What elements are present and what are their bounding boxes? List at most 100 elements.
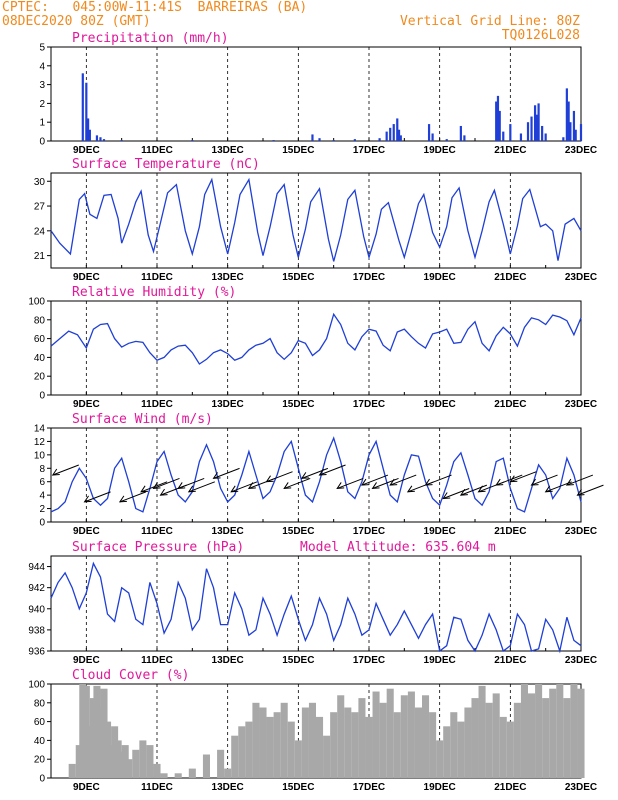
cloud-bar	[464, 707, 472, 778]
y-tick-label: 0	[39, 391, 45, 402]
wind-arrow-head	[159, 488, 168, 496]
precip-bar	[396, 118, 399, 141]
cloud-bar	[443, 726, 451, 778]
wind-arrow-head	[360, 478, 369, 486]
x-tick-label: 21DEC	[494, 526, 526, 537]
cloud-bar	[280, 702, 288, 778]
precip-title: Precipitation (mm/h)	[72, 31, 229, 46]
y-tick-label: 4	[39, 491, 45, 502]
wind-arrow-head	[336, 482, 345, 489]
precip-bar	[533, 105, 537, 141]
x-tick-label: 15DEC	[282, 526, 314, 537]
precip-bar	[498, 110, 501, 141]
x-tick-label: 19DEC	[424, 655, 456, 666]
cloud-bar	[301, 707, 309, 778]
wind-arrow	[119, 491, 147, 503]
y-tick-label: 27	[34, 202, 46, 213]
cloud-bar	[485, 702, 493, 778]
x-tick-label: 21DEC	[494, 272, 526, 283]
x-tick-label: 11DEC	[141, 145, 173, 156]
wind-arrow	[319, 464, 346, 476]
cloud-bar	[400, 695, 408, 778]
precip-bar	[120, 140, 123, 141]
cloud-bar	[259, 707, 267, 778]
cloud-bar	[351, 712, 359, 778]
x-tick-label: 11DEC	[141, 526, 173, 537]
wind-arrow-head	[442, 492, 451, 500]
precip-bar	[502, 131, 505, 141]
wind-arrow	[425, 474, 452, 486]
wind-arrow	[188, 481, 215, 493]
precip-bar	[537, 103, 540, 141]
cloud-bar	[393, 712, 401, 778]
wind-arrow	[372, 477, 399, 489]
plot-frame	[50, 555, 582, 652]
precip-bar	[81, 73, 84, 141]
precip-bar	[353, 139, 356, 141]
wind-arrow	[566, 474, 594, 486]
y-tick-label: 40	[34, 736, 46, 747]
cloud-bar	[407, 691, 415, 778]
wind-arrow	[577, 484, 604, 496]
wind-arrow-head	[118, 495, 127, 503]
y-tick-label: 938	[28, 625, 45, 636]
y-tick-label: 80	[34, 698, 46, 709]
precip-bar	[272, 140, 275, 141]
temp-title: Surface Temperature (nC)	[72, 157, 260, 172]
wind-arrow-head	[140, 485, 149, 493]
cloud-bar	[528, 693, 536, 778]
wind-arrow	[84, 491, 111, 503]
y-tick-label: 20	[34, 755, 46, 766]
wind-arrow-head	[389, 478, 398, 486]
x-tick-label: 11DEC	[141, 782, 173, 793]
cloud-bar	[160, 773, 168, 778]
precip-bar	[572, 110, 576, 141]
wind-arrow	[284, 477, 311, 489]
cloud-bar	[188, 768, 196, 778]
wind-arrow-head	[459, 488, 468, 496]
precip-bar	[427, 124, 431, 141]
x-tick-label: 19DEC	[424, 526, 456, 537]
y-tick-label: 40	[34, 353, 46, 364]
y-tick-label: 24	[34, 226, 46, 237]
wind-arrow-head	[51, 468, 60, 476]
wind-arrow-head	[318, 468, 327, 476]
y-tick-label: 30	[34, 177, 46, 188]
x-tick-label: 19DEC	[424, 145, 456, 156]
x-tick-label: 23DEC	[565, 272, 597, 283]
x-tick-label: 11DEC	[141, 399, 173, 410]
precip-bar	[519, 133, 523, 141]
y-tick-label: 0	[39, 137, 45, 148]
model-altitude: Model Altitude: 635.604 m	[300, 540, 496, 555]
cloud-bar	[75, 745, 83, 778]
x-tick-label: 9DEC	[73, 526, 100, 537]
precip-bar	[579, 124, 583, 141]
precip-bar	[389, 127, 392, 141]
cloud-bar	[337, 695, 345, 778]
x-tick-label: 23DEC	[565, 655, 597, 666]
cloud-bar	[231, 735, 239, 778]
y-tick-label: 6	[39, 477, 45, 488]
x-tick-label: 23DEC	[565, 526, 597, 537]
precip-bar	[526, 122, 530, 141]
cloud-bar	[132, 749, 140, 778]
x-tick-label: 19DEC	[424, 399, 456, 410]
cloud-bar	[478, 685, 486, 778]
x-tick-label: 23DEC	[565, 145, 597, 156]
cloud-bar	[252, 702, 260, 778]
cloud-bar	[139, 740, 147, 778]
y-tick-label: 936	[28, 647, 45, 658]
y-tick-label: 0	[39, 518, 45, 529]
cloud-bar	[556, 684, 564, 778]
cloud-bar	[323, 735, 331, 778]
header-code: TQ0126L028	[502, 28, 580, 43]
wind-arrow	[178, 477, 205, 489]
wind-arrow	[510, 471, 537, 483]
precip-bar	[378, 138, 381, 141]
wind-arrow-head	[177, 482, 186, 489]
cloud-bar	[535, 684, 543, 778]
wind-arrow-head	[300, 472, 309, 479]
precip-bar	[397, 129, 401, 141]
x-tick-label: 9DEC	[73, 655, 100, 666]
